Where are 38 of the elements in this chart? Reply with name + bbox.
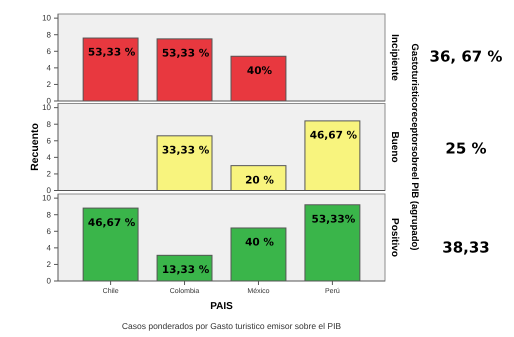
annotation: 40 % (245, 236, 274, 249)
annotation: 53,33 % (88, 46, 136, 59)
annotation: 53,33% (312, 213, 356, 226)
text: 36, 67 % (430, 47, 502, 66)
y-tick-label: 0 (46, 186, 52, 196)
text: Gastoturisticoreceptorsobreel PIB (agrupado) (409, 44, 420, 250)
y-tick-label: 10 (42, 194, 52, 203)
annotation: 46,67 % (88, 216, 136, 229)
text: Casos ponderados por Gasto turistico emisor sobre el PIB (122, 321, 342, 331)
annotation: 33,33 % (162, 144, 210, 156)
x-axis-title: PAIS (210, 301, 234, 312)
y-tick-label: 10 (42, 14, 52, 23)
y2-axis-title: Bueno (389, 131, 400, 163)
y-tick-label: 8 (46, 120, 52, 129)
y-tick-label: 8 (46, 30, 52, 40)
y-tick-label: 2 (46, 80, 52, 89)
y-tick-label: 2 (46, 169, 52, 178)
text: 38,33 (442, 238, 490, 256)
text: 25 % (445, 139, 487, 158)
y-tick-label: 0 (46, 96, 52, 106)
y-tick-label: 6 (46, 46, 52, 56)
annotation: 40% (246, 64, 273, 77)
y-tick-label: 6 (46, 226, 52, 236)
y2-axis-title: Positivo (389, 218, 400, 257)
y-tick-label: 10 (42, 103, 52, 112)
y-tick-label: 0 (46, 276, 52, 286)
annotation: 53,33 % (162, 48, 210, 60)
annotation: 20 % (245, 174, 274, 186)
annotation: 13,33 % (162, 264, 210, 276)
y-tick-label: 4 (46, 243, 52, 252)
y-axis-title: Recuento (29, 123, 41, 171)
y-tick-label: 4 (46, 152, 52, 162)
y2-axis-title: Incipiente (389, 34, 400, 82)
y-tick-label: 8 (46, 210, 52, 220)
annotation: 46,67 % (310, 130, 358, 142)
y-tick-label: 2 (46, 260, 52, 269)
y-tick-label: 6 (46, 136, 52, 146)
y-tick-label: 4 (46, 63, 52, 72)
